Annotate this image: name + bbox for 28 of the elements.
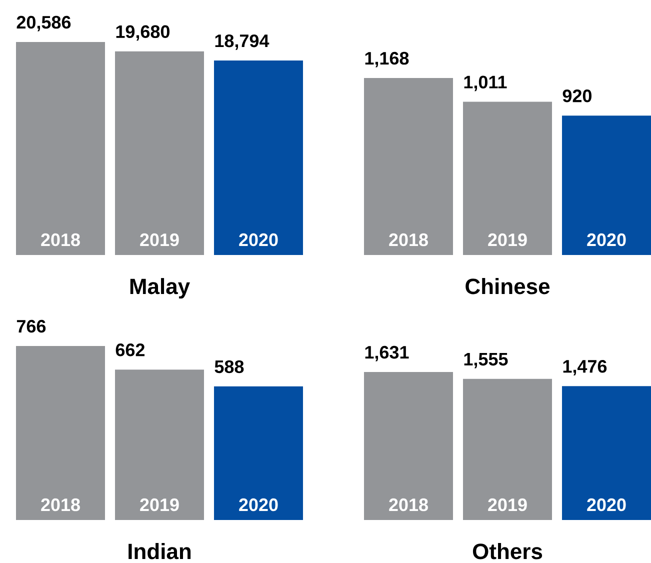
x-axis-title: Malay — [130, 278, 190, 299]
x-tick-label: 2019 — [140, 233, 179, 246]
data-label: 588 — [214, 360, 244, 374]
data-label: 1,011 — [464, 76, 507, 92]
data-label: 1,168 — [365, 52, 409, 68]
x-axis-title: Indian — [128, 543, 191, 560]
x-tick-label: 2018 — [389, 498, 428, 512]
x-tick-label: 2020 — [239, 233, 278, 246]
x-tick-label: 2018 — [41, 498, 80, 512]
x-tick-label: 2020 — [587, 498, 626, 512]
data-label: 20,586 — [16, 16, 71, 32]
x-tick-label: 2019 — [140, 498, 179, 512]
data-label: 18,794 — [215, 34, 270, 50]
x-tick-label: 2019 — [488, 233, 527, 246]
x-axis-title: Others — [472, 543, 542, 560]
data-label: 1,555 — [464, 353, 508, 368]
data-label: 662 — [116, 344, 144, 356]
data-label: 1,476 — [563, 360, 607, 376]
x-axis-title: Chinese — [466, 278, 550, 294]
x-tick-label: 2020 — [239, 498, 278, 512]
x-tick-label: 2019 — [488, 498, 527, 512]
x-tick-label: 2020 — [587, 233, 626, 246]
x-tick-label: 2018 — [41, 233, 80, 246]
x-tick-label: 2018 — [389, 233, 428, 246]
data-label: 766 — [16, 320, 46, 333]
data-label: 19,680 — [116, 25, 170, 41]
data-label: 920 — [562, 90, 592, 102]
data-label: 1,631 — [365, 346, 409, 362]
